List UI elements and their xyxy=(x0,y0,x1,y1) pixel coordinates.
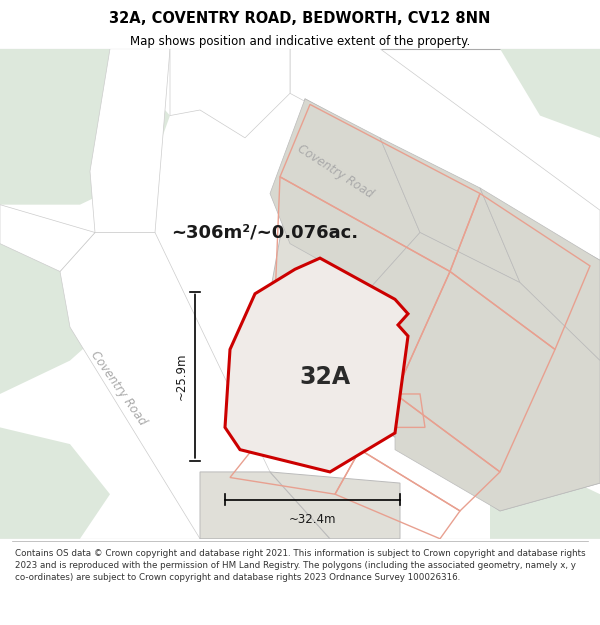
Text: Coventry Road: Coventry Road xyxy=(295,142,375,201)
Polygon shape xyxy=(270,472,400,539)
Polygon shape xyxy=(60,232,270,539)
Polygon shape xyxy=(290,49,600,261)
Polygon shape xyxy=(225,258,408,472)
Text: ~25.9m: ~25.9m xyxy=(175,352,187,400)
Polygon shape xyxy=(170,49,290,138)
Text: Coventry Road: Coventry Road xyxy=(88,349,148,428)
Polygon shape xyxy=(0,232,120,394)
Polygon shape xyxy=(340,232,600,511)
Text: 32A, COVENTRY ROAD, BEDWORTH, CV12 8NN: 32A, COVENTRY ROAD, BEDWORTH, CV12 8NN xyxy=(109,11,491,26)
Polygon shape xyxy=(270,99,420,288)
Text: Map shows position and indicative extent of the property.: Map shows position and indicative extent… xyxy=(130,35,470,48)
Text: ~32.4m: ~32.4m xyxy=(289,513,336,526)
Polygon shape xyxy=(90,49,170,232)
Polygon shape xyxy=(490,461,600,539)
Polygon shape xyxy=(380,138,520,282)
Polygon shape xyxy=(0,49,170,204)
Text: Contains OS data © Crown copyright and database right 2021. This information is : Contains OS data © Crown copyright and d… xyxy=(15,549,586,582)
Text: 32A: 32A xyxy=(299,365,350,389)
Polygon shape xyxy=(0,428,110,539)
Polygon shape xyxy=(270,99,600,511)
Polygon shape xyxy=(500,49,600,138)
Text: ~306m²/~0.076ac.: ~306m²/~0.076ac. xyxy=(172,224,359,241)
Polygon shape xyxy=(480,188,600,361)
Polygon shape xyxy=(0,204,95,271)
Polygon shape xyxy=(200,472,330,539)
